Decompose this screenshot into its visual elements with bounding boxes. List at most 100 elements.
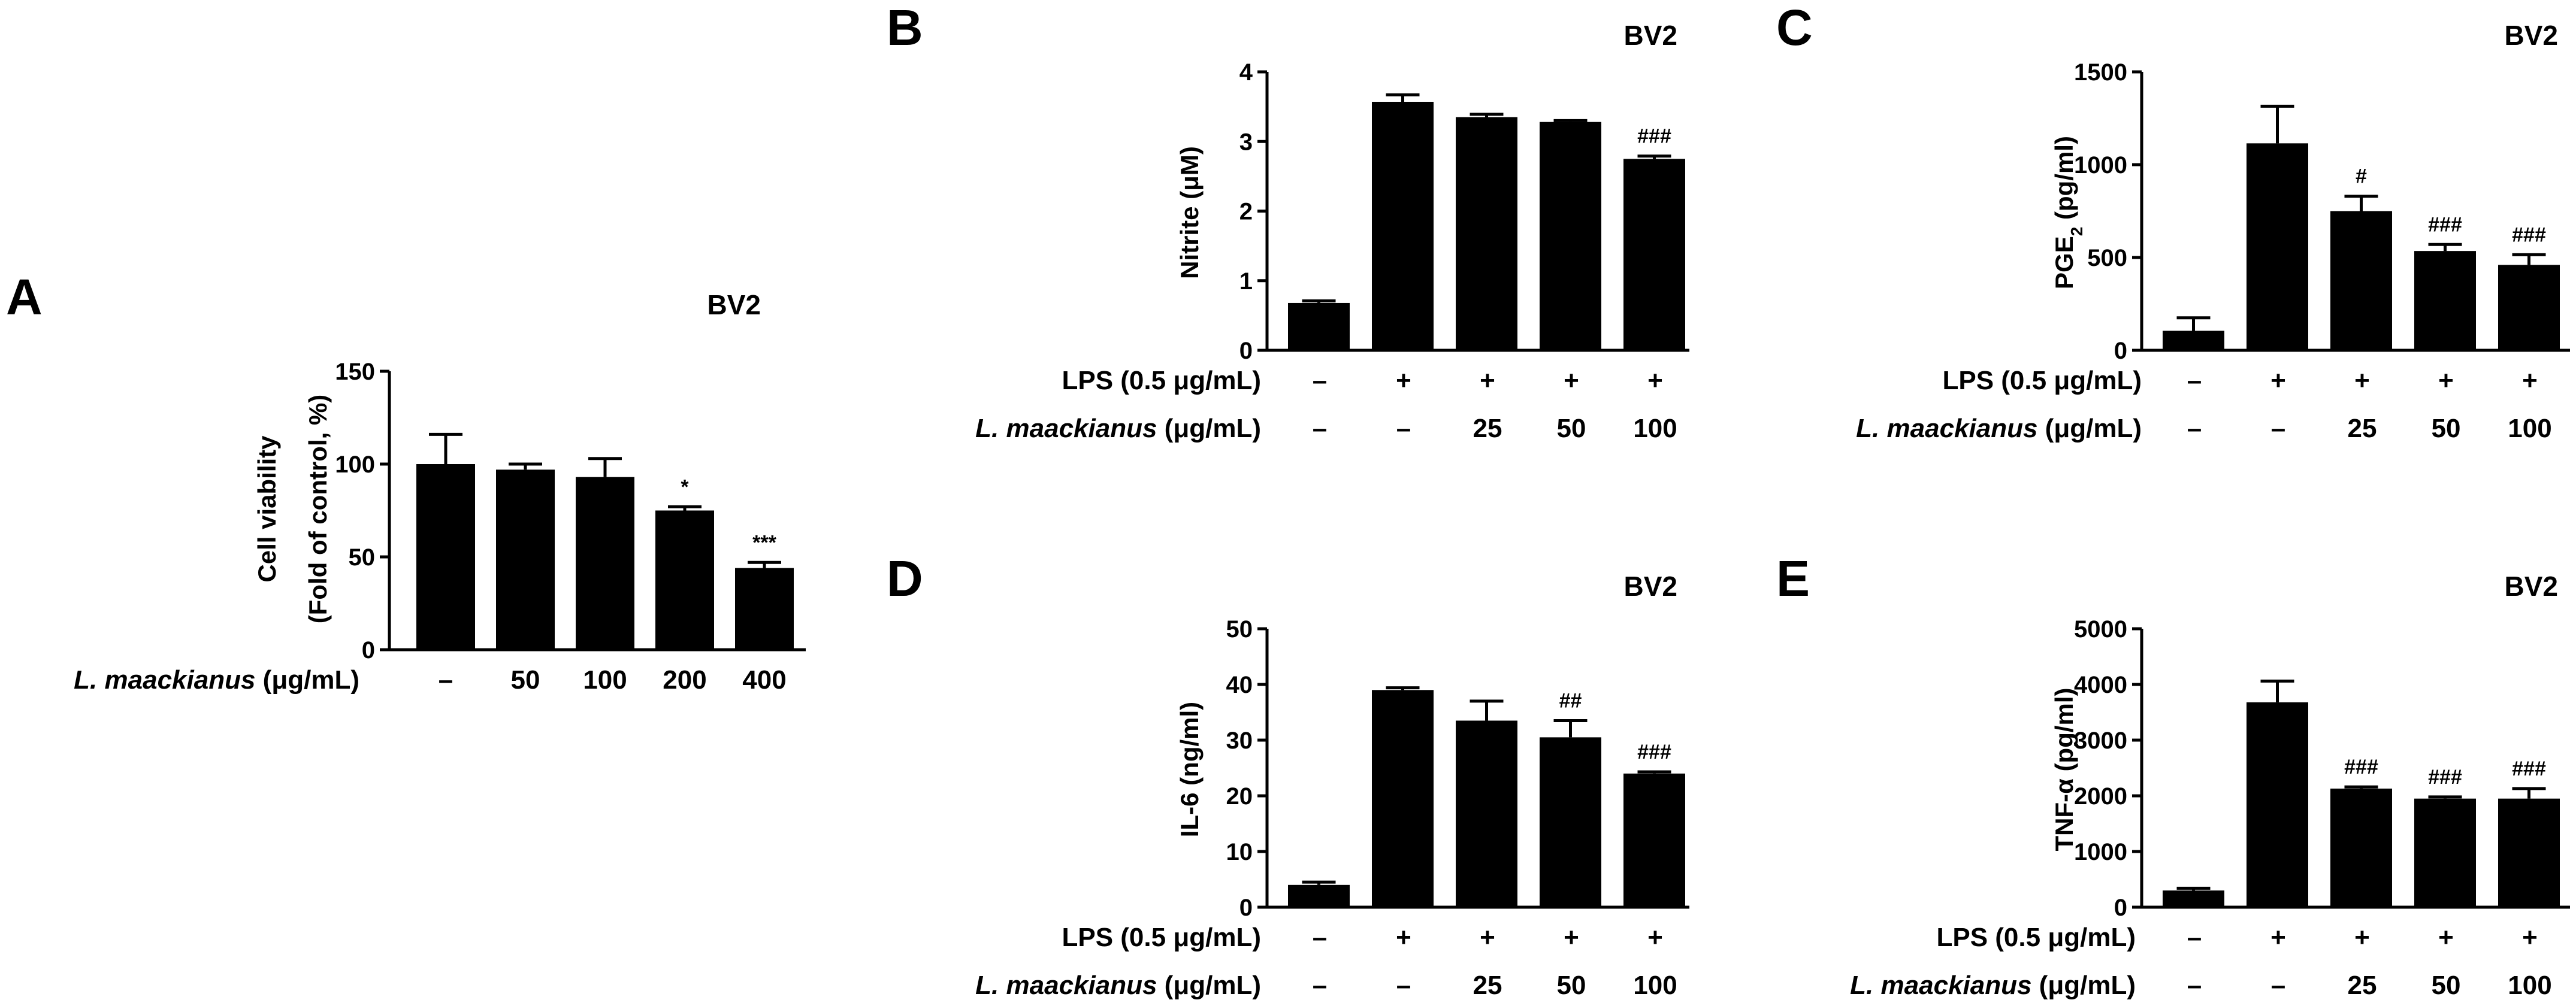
row-value: 25 xyxy=(2348,971,2377,1000)
bar xyxy=(2247,143,2308,350)
y-tick-label: 0 xyxy=(1239,338,1253,364)
significance-mark: ### xyxy=(2428,766,2462,789)
significance-mark: ### xyxy=(1637,125,1671,148)
row-label-unit: (μg/mL) xyxy=(1157,971,1261,1000)
y-tick-label: 1500 xyxy=(2074,59,2127,86)
significance-mark: ### xyxy=(1637,741,1671,763)
significance-mark: ### xyxy=(2512,757,2546,780)
row-value: + xyxy=(1647,366,1663,395)
y-tick-label: 1000 xyxy=(2074,839,2127,865)
y-tick-label: 4000 xyxy=(2074,672,2127,698)
row-label: L. maackianus (μg/mL) xyxy=(975,971,1261,1000)
y-tick-label: 500 xyxy=(2087,245,2127,271)
bar xyxy=(1623,159,1685,350)
bar xyxy=(1456,720,1517,907)
bar xyxy=(735,568,794,650)
row-value: + xyxy=(1647,923,1663,952)
row-label-unit: (μg/mL) xyxy=(255,665,359,695)
row-value: 50 xyxy=(1557,414,1586,443)
row-value: – xyxy=(2187,971,2202,1000)
bar xyxy=(655,510,714,650)
significance-mark: # xyxy=(2356,165,2367,188)
panel-title: BV2 xyxy=(708,289,761,320)
y-tick-label: 20 xyxy=(1226,783,1253,810)
y-tick-label: 50 xyxy=(1226,616,1253,643)
y-axis-label-unit: (pg/ml) xyxy=(2050,136,2078,227)
bar xyxy=(1623,773,1685,907)
y-axis-label-main: Nitrite (μM) xyxy=(1175,146,1204,279)
row-value: + xyxy=(2522,923,2538,952)
row-value: 100 xyxy=(583,665,627,695)
bar xyxy=(2414,251,2476,350)
row-value: – xyxy=(1396,414,1411,443)
y-axis-label: (Fold of control, %) xyxy=(304,395,332,624)
y-axis-label-sub: 2 xyxy=(2067,227,2086,237)
row-label: L. maackianus (μg/mL) xyxy=(1856,414,2142,443)
y-tick-label: 30 xyxy=(1226,728,1253,754)
row-label: LPS (0.5 μg/mL) xyxy=(1936,923,2136,952)
bar xyxy=(1540,122,1601,350)
y-tick-label: 0 xyxy=(362,637,375,663)
row-label: LPS (0.5 μg/mL) xyxy=(1062,923,1261,952)
row-value: + xyxy=(2522,366,2538,395)
row-value: 100 xyxy=(1633,414,1677,443)
bar xyxy=(1288,302,1350,350)
significance-mark: *** xyxy=(752,531,776,554)
row-value: – xyxy=(1313,366,1327,395)
bar xyxy=(2163,890,2224,907)
row-value: + xyxy=(1564,923,1579,952)
row-label-species: L. maackianus xyxy=(1850,971,2031,1000)
y-tick-label: 0 xyxy=(1239,895,1253,921)
y-tick-label: 2 xyxy=(1239,199,1253,225)
row-value: 100 xyxy=(2508,414,2551,443)
row-label: LPS (0.5 μg/mL) xyxy=(1942,366,2142,395)
panel-letter: D xyxy=(887,550,923,607)
bar xyxy=(496,469,555,650)
bar xyxy=(2498,798,2560,907)
significance-mark: ### xyxy=(2344,756,2378,778)
row-value: 100 xyxy=(2508,971,2551,1000)
row-value: – xyxy=(2187,414,2202,443)
panel-letter: C xyxy=(1776,0,1813,56)
panel-title: BV2 xyxy=(1624,20,1677,51)
row-value: + xyxy=(2354,366,2370,395)
row-value: 100 xyxy=(1633,971,1677,1000)
bar xyxy=(416,464,475,650)
row-label-species: L. maackianus xyxy=(1856,414,2037,443)
panel-a: A BV2 0 50 100 150 Cell viability (Fold of cont… xyxy=(6,269,806,695)
row-value: – xyxy=(1313,971,1327,1000)
y-tick-label: 5000 xyxy=(2074,616,2127,643)
y-axis-label: Cell viability xyxy=(253,435,281,583)
row-value: + xyxy=(1564,366,1579,395)
y-tick-label: 50 xyxy=(349,544,376,571)
panel-letter: E xyxy=(1776,550,1810,607)
bar xyxy=(576,477,634,650)
bar xyxy=(1540,737,1601,907)
panel-letter: B xyxy=(887,0,923,56)
y-axis-label-main: TNF-α (pg/ml) xyxy=(2050,687,2078,851)
y-axis-label-main: IL-6 (ng/ml) xyxy=(1175,702,1204,837)
row-value: – xyxy=(2187,923,2202,952)
y-axis-label-main: PGE xyxy=(2050,236,2078,289)
bar xyxy=(2330,788,2392,907)
row-value: + xyxy=(2270,923,2286,952)
y-tick-label: 10 xyxy=(1226,839,1253,865)
significance-mark: * xyxy=(681,475,689,498)
y-axis-label: TNF-α (pg/ml) xyxy=(2050,687,2078,851)
y-axis-label: IL-6 (ng/ml) xyxy=(1175,702,1204,837)
row-value: 50 xyxy=(1557,971,1586,1000)
row-value: + xyxy=(2354,923,2370,952)
row-value: – xyxy=(2271,971,2285,1000)
row-label-unit: (μg/mL) xyxy=(2037,414,2142,443)
row-value: 25 xyxy=(1473,414,1502,443)
y-tick-label: 40 xyxy=(1226,672,1253,698)
row-label-unit: LPS (0.5 μg/mL) xyxy=(1062,923,1261,952)
row-value: – xyxy=(1396,971,1411,1000)
row-value: + xyxy=(1480,366,1495,395)
row-value: 50 xyxy=(2432,971,2461,1000)
row-value: – xyxy=(439,665,453,695)
row-value: + xyxy=(1396,923,1411,952)
panel-e: E BV2 0 1000 2000 3000 4000 5000 TNF-α (pg/ml) ##… xyxy=(1776,550,2570,1000)
